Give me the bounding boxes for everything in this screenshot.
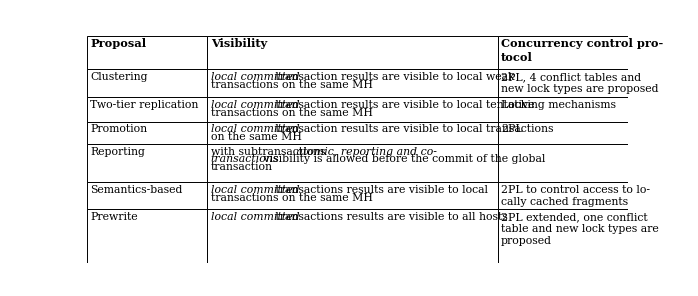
Text: local committed: local committed [211, 72, 299, 82]
Bar [498, 122, 628, 144]
Bar [498, 182, 628, 210]
Text: Visibility: Visibility [211, 38, 267, 49]
Bar [207, 182, 498, 210]
Bar [87, 210, 207, 263]
Bar [87, 69, 207, 97]
Text: Proposal: Proposal [91, 38, 147, 49]
Text: Locking mechanisms: Locking mechanisms [501, 100, 616, 110]
Text: 2PL: 2PL [501, 124, 523, 134]
Text: local committed: local committed [211, 185, 299, 195]
Text: on the same MH: on the same MH [211, 132, 302, 142]
Text: transactions on the same MH: transactions on the same MH [211, 108, 373, 118]
Bar [207, 144, 498, 182]
Text: Semantics-based: Semantics-based [91, 185, 183, 195]
Text: Prewrite: Prewrite [91, 212, 138, 222]
Text: 2PL to control access to lo-
cally cached fragments: 2PL to control access to lo- cally cache… [501, 185, 650, 207]
Bar [87, 122, 207, 144]
Bar [87, 97, 207, 122]
Bar [498, 210, 628, 263]
Text: 2PL, 4 conflict tables and
new lock types are proposed: 2PL, 4 conflict tables and new lock type… [501, 72, 659, 94]
Bar [207, 122, 498, 144]
Text: visibility is allowed before the commit of the global: visibility is allowed before the commit … [260, 154, 545, 164]
Text: local committed: local committed [211, 212, 299, 222]
Bar [87, 144, 207, 182]
Bar [87, 182, 207, 210]
Text: transaction results are visible to local tentative: transaction results are visible to local… [272, 100, 535, 110]
Text: Clustering: Clustering [91, 72, 148, 82]
Bar [207, 97, 498, 122]
Text: transactions on the same MH: transactions on the same MH [211, 80, 373, 90]
Text: transaction results are visible to local transactions: transaction results are visible to local… [272, 124, 554, 134]
Bar [207, 210, 498, 263]
Text: transactions results are visible to all hosts: transactions results are visible to all … [272, 212, 508, 222]
Bar [498, 144, 628, 182]
Text: local committed: local committed [211, 124, 299, 134]
Text: with subtransactions: with subtransactions [211, 147, 325, 157]
Bar [498, 69, 628, 97]
Text: transaction results are visible to local weak: transaction results are visible to local… [272, 72, 515, 82]
Text: Concurrency control pro-
tocol: Concurrency control pro- tocol [501, 38, 663, 62]
Text: Promotion: Promotion [91, 124, 147, 134]
Bar [87, 36, 207, 69]
Text: Reporting: Reporting [91, 147, 145, 157]
Text: atomic, reporting and co-: atomic, reporting and co- [292, 147, 437, 157]
Text: transactions results are visible to local: transactions results are visible to loca… [272, 185, 488, 195]
Bar [498, 36, 628, 69]
Bar [207, 36, 498, 69]
Bar [207, 69, 498, 97]
Text: Two-tier replication: Two-tier replication [91, 100, 199, 110]
Text: 2PL extended, one conflict
table and new lock types are
proposed: 2PL extended, one conflict table and new… [501, 212, 659, 246]
Text: transactions: transactions [211, 154, 279, 164]
Bar [498, 97, 628, 122]
Text: transaction: transaction [211, 162, 273, 172]
Text: transactions on the same MH: transactions on the same MH [211, 193, 373, 203]
Text: local committed: local committed [211, 100, 299, 110]
